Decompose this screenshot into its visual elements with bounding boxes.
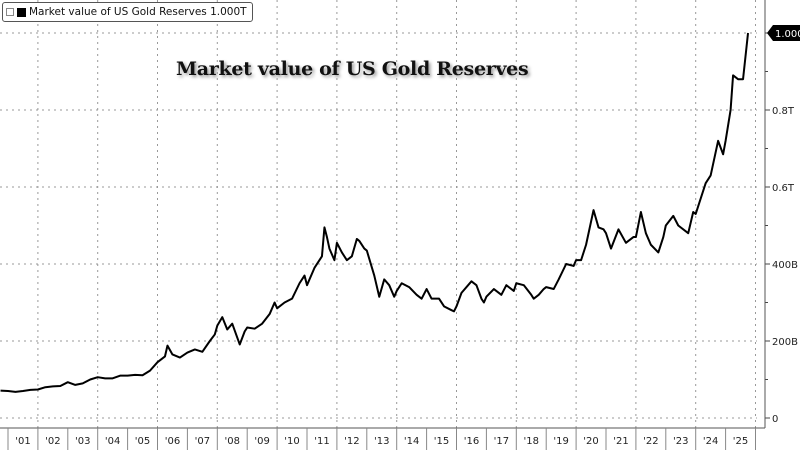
x-tick-label: '03 bbox=[75, 436, 90, 447]
x-tick-label: '20 bbox=[583, 436, 598, 447]
series-line bbox=[0, 32, 750, 393]
y-tick-label: 200B bbox=[772, 337, 798, 348]
x-tick-label: '10 bbox=[284, 436, 299, 447]
x-tick-label: '01 bbox=[15, 436, 30, 447]
x-tick-label: '02 bbox=[45, 436, 60, 447]
x-tick-label: '16 bbox=[464, 436, 479, 447]
x-tick-label: '23 bbox=[673, 436, 688, 447]
y-tick-label: 400B bbox=[772, 260, 798, 271]
y-tick-label: 0.8T bbox=[772, 106, 795, 117]
x-tick-label: '04 bbox=[105, 436, 120, 447]
legend-swatch bbox=[17, 7, 26, 17]
x-tick-label: '17 bbox=[494, 436, 509, 447]
x-tick-label: '21 bbox=[613, 436, 628, 447]
x-tick-label: '08 bbox=[225, 436, 240, 447]
chart-title: Market value of US Gold Reserves bbox=[176, 58, 529, 80]
legend: Market value of US Gold Reserves 1.000T bbox=[2, 2, 253, 22]
x-tick-label: '25 bbox=[733, 436, 748, 447]
x-tick-label: '06 bbox=[165, 436, 180, 447]
legend-toggle-icon[interactable] bbox=[6, 8, 14, 16]
x-tick-label: '22 bbox=[643, 436, 658, 447]
x-tick-label: '14 bbox=[404, 436, 419, 447]
x-tick-label: '15 bbox=[434, 436, 449, 447]
x-tick-label: '19 bbox=[553, 436, 568, 447]
last-value-tag bbox=[767, 25, 800, 41]
x-tick-label: '09 bbox=[254, 436, 269, 447]
legend-label: Market value of US Gold Reserves 1.000T bbox=[29, 6, 247, 18]
x-tick-label: '11 bbox=[314, 436, 329, 447]
x-tick-label: '18 bbox=[524, 436, 539, 447]
x-tick-label: '12 bbox=[344, 436, 359, 447]
x-tick-label: '05 bbox=[135, 436, 150, 447]
x-tick-label: '07 bbox=[195, 436, 210, 447]
y-tick-label: 0.6T bbox=[772, 183, 795, 194]
x-tick-label: '24 bbox=[703, 436, 718, 447]
x-tick-label: '13 bbox=[374, 436, 389, 447]
last-value-label: 1.000T bbox=[775, 29, 800, 40]
y-tick-label: 0 bbox=[772, 414, 778, 425]
